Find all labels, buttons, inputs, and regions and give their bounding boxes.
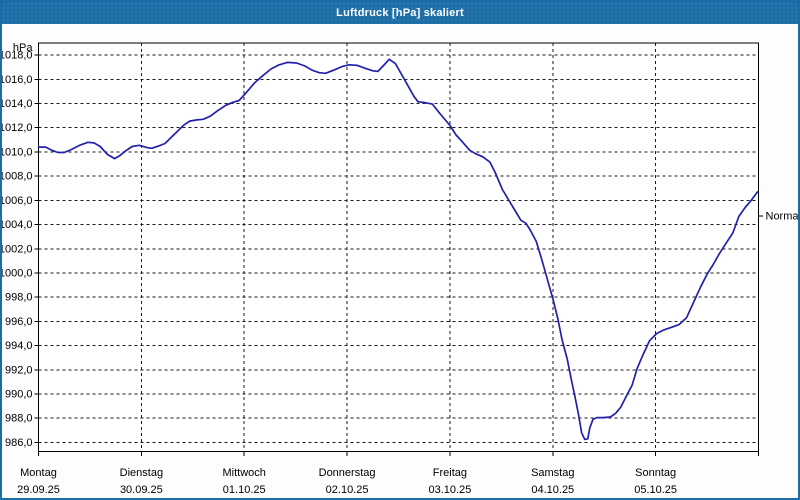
x-date-label: 05.10.25 [634, 484, 677, 496]
y-tick-label: 1000,0 [2, 267, 33, 279]
x-weekday-label: Freitag [433, 467, 467, 479]
y-tick-label: 1002,0 [2, 243, 33, 255]
y-tick-label: 992,0 [5, 364, 33, 376]
y-tick-label: 988,0 [5, 413, 33, 425]
x-date-label: 04.10.25 [531, 484, 574, 496]
x-weekday-label: Mittwoch [223, 467, 266, 479]
window-title: Luftdruck [hPa] skaliert [336, 7, 464, 19]
x-weekday-label: Sonntag [635, 467, 676, 479]
x-date-label: 30.09.25 [120, 484, 163, 496]
x-date-label: 01.10.25 [223, 484, 266, 496]
x-weekday-label: Montag [20, 467, 57, 479]
y-tick-label: 1018,0 [2, 50, 33, 62]
y-tick-label: 1014,0 [2, 98, 33, 110]
plot-border [38, 42, 759, 452]
chart-area: 1018,0 1016,0 1014,0 1012,0 1010,0 1008,0 1006… [2, 24, 799, 498]
title-bar: Luftdruck [hPa] skaliert [2, 2, 798, 24]
y-tick-label: 1010,0 [2, 146, 33, 158]
pressure-chart: 1018,0 1016,0 1014,0 1012,0 1010,0 1008,0 1006… [2, 42, 799, 496]
x-weekday-label: Donnerstag [319, 467, 376, 479]
y-tick-label: 986,0 [5, 437, 33, 449]
y-tick-label: 1008,0 [2, 171, 33, 183]
y-tick-label: 998,0 [5, 292, 33, 304]
y-tick-label: 1004,0 [2, 219, 33, 231]
normal-label: Normal [766, 211, 799, 223]
x-weekday-label: Samstag [531, 467, 574, 479]
pressure-series-line [37, 58, 759, 441]
y-tick-label: 990,0 [5, 389, 33, 401]
y-tick-label: 996,0 [5, 316, 33, 328]
x-date-label: 29.09.25 [17, 484, 60, 496]
plot-background [38, 43, 759, 452]
x-date-label: 02.10.25 [326, 484, 369, 496]
x-weekday-label: Dienstag [120, 467, 163, 479]
y-axis-unit-label: hPa [13, 42, 33, 54]
y-tick-label: 1006,0 [2, 195, 33, 207]
y-tick-label: 1012,0 [2, 122, 33, 134]
x-date-label: 03.10.25 [429, 484, 472, 496]
y-tick-label: 1016,0 [2, 74, 33, 86]
y-tick-label: 994,0 [5, 340, 33, 352]
